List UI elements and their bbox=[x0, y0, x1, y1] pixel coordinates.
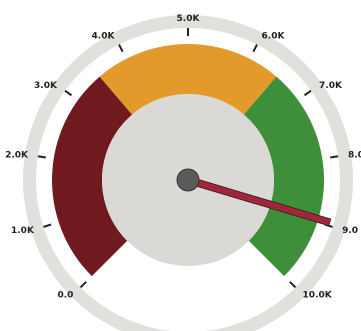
tick-label: 7.0K bbox=[319, 81, 343, 91]
gauge-band-2 bbox=[243, 76, 325, 277]
tick-label: 10.0K bbox=[303, 291, 333, 301]
gauge-band-0 bbox=[51, 76, 133, 277]
gauge-hub bbox=[176, 168, 200, 192]
tick-label: 6.0K bbox=[262, 32, 286, 42]
tick-mark bbox=[118, 44, 124, 53]
tick-label: 3.0K bbox=[34, 81, 58, 91]
tick-mark bbox=[79, 281, 87, 289]
tick-label: 8.0K bbox=[348, 151, 361, 161]
tick-mark bbox=[289, 281, 297, 289]
tick-label: 4.0K bbox=[92, 32, 116, 42]
tick-mark bbox=[37, 155, 46, 159]
tick-label: 1.0K bbox=[11, 226, 35, 236]
tick-label: 9.0 bbox=[342, 226, 358, 236]
tick-label: 2.0K bbox=[5, 151, 29, 161]
tick-mark bbox=[43, 223, 52, 228]
gauge-band-1 bbox=[99, 43, 277, 115]
tick-label: 5.0K bbox=[177, 14, 201, 24]
gauge-needle-group bbox=[176, 168, 332, 227]
tick-mark bbox=[252, 44, 258, 53]
tick-mark bbox=[64, 89, 73, 97]
gauge-ticks: 0.0 1.0K 2.0K 3.0K 4.0K 5.0K 6.0K 7.0K 8.0K 9.0 10… bbox=[5, 14, 361, 301]
tick-label: 0.0 bbox=[57, 291, 73, 301]
gauge-bands bbox=[51, 43, 325, 277]
tick-mark bbox=[303, 89, 312, 97]
tick-mark bbox=[330, 155, 339, 159]
